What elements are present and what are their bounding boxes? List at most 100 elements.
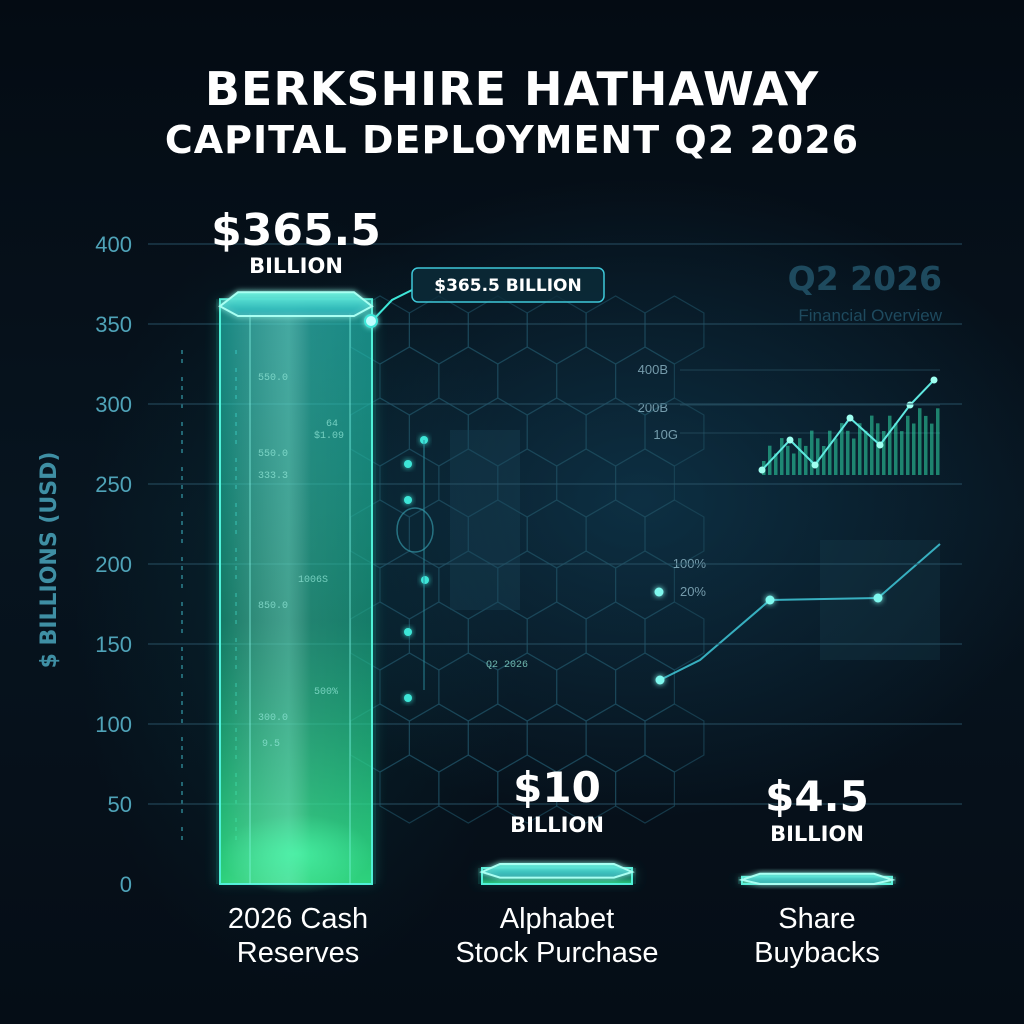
deco-tick <box>181 647 183 651</box>
hex-cell <box>585 601 646 671</box>
mini-point <box>786 436 794 444</box>
mini-bar <box>792 453 796 475</box>
callout-text: $365.5 BILLION <box>434 276 581 296</box>
connector-dot <box>404 496 412 504</box>
value-label-amount: $365.5 <box>211 205 381 256</box>
deco-tick <box>181 476 183 480</box>
y-tick-label: 300 <box>95 392 132 417</box>
deco-tick <box>181 809 183 813</box>
lower-trend-line: 100%20% <box>654 543 941 685</box>
deco-tick <box>181 827 183 831</box>
bar-cap <box>479 863 635 879</box>
mini-bar <box>864 430 868 475</box>
mini-point <box>846 414 854 422</box>
deco-tick <box>181 530 183 534</box>
mini-bar <box>888 415 892 475</box>
bar-deco-text: $1.09 <box>314 430 344 442</box>
hex-cell <box>379 754 440 824</box>
deco-tick <box>181 701 183 705</box>
deco-tick <box>181 485 183 489</box>
deco-panel <box>450 430 520 610</box>
connector-dot <box>404 460 412 468</box>
hex-cell <box>644 601 705 671</box>
bar-deco-text: 500% <box>314 687 338 698</box>
connector-dot <box>404 694 412 702</box>
bar-deco-text: 300.0 <box>258 713 288 724</box>
hex-cell <box>526 601 587 671</box>
deco-tick <box>181 674 183 678</box>
value-label-unit: BILLION <box>770 822 864 846</box>
deco-tick <box>181 404 183 408</box>
mini-point <box>758 466 766 474</box>
hex-cell <box>467 703 528 773</box>
mini-point <box>906 401 914 409</box>
hex-cell <box>408 703 469 773</box>
hex-cell <box>614 754 676 824</box>
hex-cell <box>614 550 676 620</box>
deco-tick <box>181 836 183 840</box>
mini-bar <box>798 438 802 475</box>
hex-cell <box>556 550 617 620</box>
hex-cell <box>526 499 587 569</box>
deco-tick <box>181 665 183 669</box>
bar-deco-text: 1006S <box>298 575 328 586</box>
deco-tick <box>181 422 183 426</box>
bar <box>216 291 376 894</box>
callout-dot <box>364 314 378 328</box>
y-tick-label: 250 <box>95 472 132 497</box>
mini-bar <box>918 408 922 475</box>
hex-cell <box>556 346 617 416</box>
connector-dot <box>421 576 429 584</box>
deco-tick <box>181 377 183 381</box>
hex-cell <box>644 703 705 773</box>
mini-bar <box>852 438 856 475</box>
mini-bar <box>774 453 778 475</box>
y-tick-label: 200 <box>95 552 132 577</box>
deco-tick <box>181 431 183 435</box>
bar-deco-text: 333.3 <box>258 471 288 482</box>
hex-cell <box>585 703 646 773</box>
hex-cell <box>379 652 440 722</box>
mini-point <box>876 441 884 449</box>
mini-trend-chart: 400B 200B 10G <box>638 362 940 475</box>
deco-tick <box>181 719 183 723</box>
mini-bar <box>822 446 826 475</box>
bar-deco-text: 9.5 <box>262 739 280 750</box>
panel-label: Q2 2026 <box>486 660 528 671</box>
deco-tick <box>181 710 183 714</box>
mini-bar <box>786 445 790 475</box>
mini-bar <box>840 423 844 475</box>
y-tick-label: 50 <box>108 792 132 817</box>
category-label: Alphabet <box>500 903 615 935</box>
mini-bar <box>804 445 808 475</box>
bar-cap <box>218 291 374 317</box>
hex-cell <box>438 346 499 416</box>
hex-cell <box>614 448 676 518</box>
mini-bar <box>780 438 784 475</box>
y-tick-label: 350 <box>95 312 132 337</box>
mini-axis-label: 400B <box>638 362 668 377</box>
y-axis-label: $ BILLIONS (USD) <box>37 452 62 669</box>
bar <box>478 863 636 885</box>
deco-tick <box>181 440 183 444</box>
deco-tick <box>181 800 183 804</box>
mini-bar <box>816 438 820 475</box>
mini-point <box>811 461 819 469</box>
callout-box <box>411 267 605 303</box>
deco-tick <box>181 764 183 768</box>
value-label-unit: BILLION <box>249 254 343 278</box>
value-label-amount: $4.5 <box>765 772 869 821</box>
chart-subtitle: CAPITAL DEPLOYMENT Q2 2026 <box>164 118 860 162</box>
hex-cell <box>526 397 587 467</box>
y-axis-ticks: 0 50 100 150 200 250 300 350 400 <box>95 232 132 897</box>
deco-tick <box>181 791 183 795</box>
mini-bar <box>930 423 934 475</box>
connector-dot <box>404 628 412 636</box>
hex-cell <box>526 703 587 773</box>
watermark-subtitle: Financial Overview <box>798 306 942 325</box>
percent-label: 20% <box>680 584 706 599</box>
deco-tick <box>181 629 183 633</box>
bar-cap <box>738 872 896 885</box>
